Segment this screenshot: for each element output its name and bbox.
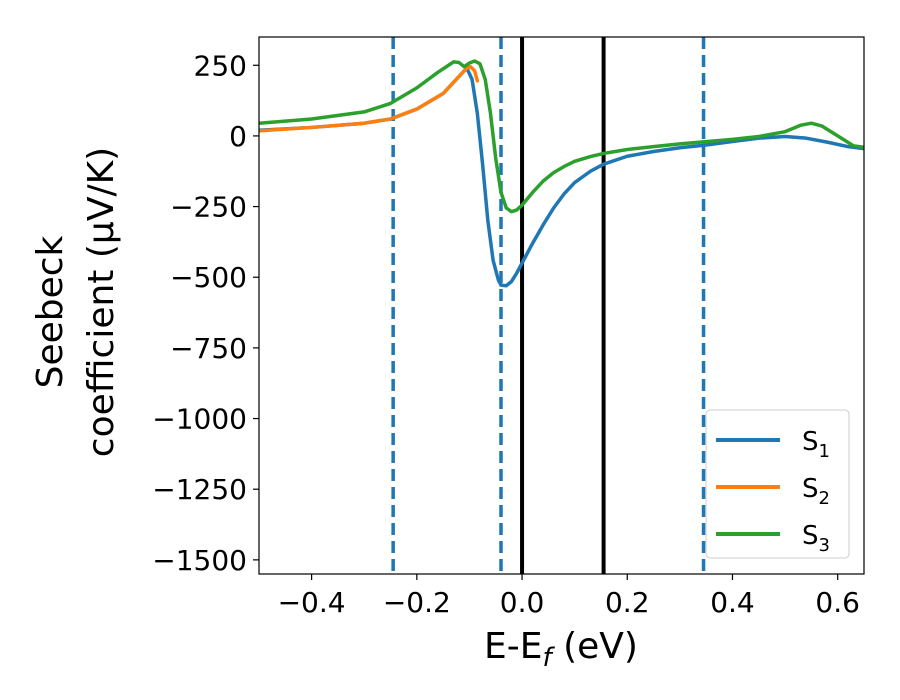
series-line-s2 [259, 64, 480, 133]
x-tick-label: 0.6 [815, 586, 860, 619]
y-axis-label: Seebeck coefficient (μV/K) [30, 147, 122, 457]
y-tick-label: −1250 [152, 473, 247, 506]
series-line-s3 [259, 59, 864, 214]
x-axis-label: E-Ef (eV) [484, 626, 638, 673]
x-tick-label: −0.4 [278, 586, 346, 619]
x-tick-label: 0.0 [500, 586, 545, 619]
x-tick-label: −0.2 [383, 586, 451, 619]
y-axis-label-line2: coefficient (μV/K) [81, 147, 122, 457]
y-tick-label: −750 [170, 332, 247, 365]
y-tick-label: −1000 [152, 403, 247, 436]
y-tick-label: 0 [229, 120, 247, 153]
x-axis-ticks: −0.4 −0.2 0.0 0.2 0.4 0.6 [278, 574, 860, 619]
y-tick-label: 250 [194, 49, 247, 82]
y-tick-label: −500 [170, 261, 247, 294]
legend-box [705, 409, 850, 559]
legend-label-s2: S2 [802, 474, 830, 509]
y-tick-label: −250 [170, 191, 247, 224]
series-lines [259, 59, 864, 288]
y-axis-ticks: 250 0 −250 −500 −750 −1000 −1250 −1500 [152, 49, 259, 577]
legend: S1 S2 S3 [705, 409, 850, 559]
x-tick-label: 0.2 [605, 586, 650, 619]
series-line-s1 [259, 66, 864, 288]
y-tick-label: −1500 [152, 544, 247, 577]
plot-frame [258, 36, 865, 575]
legend-label-s3: S3 [802, 521, 830, 556]
y-axis-label-line1: Seebeck [30, 235, 71, 388]
x-tick-label: 0.4 [710, 586, 755, 619]
legend-label-s1: S1 [802, 427, 830, 462]
reference-lines [391, 37, 706, 574]
